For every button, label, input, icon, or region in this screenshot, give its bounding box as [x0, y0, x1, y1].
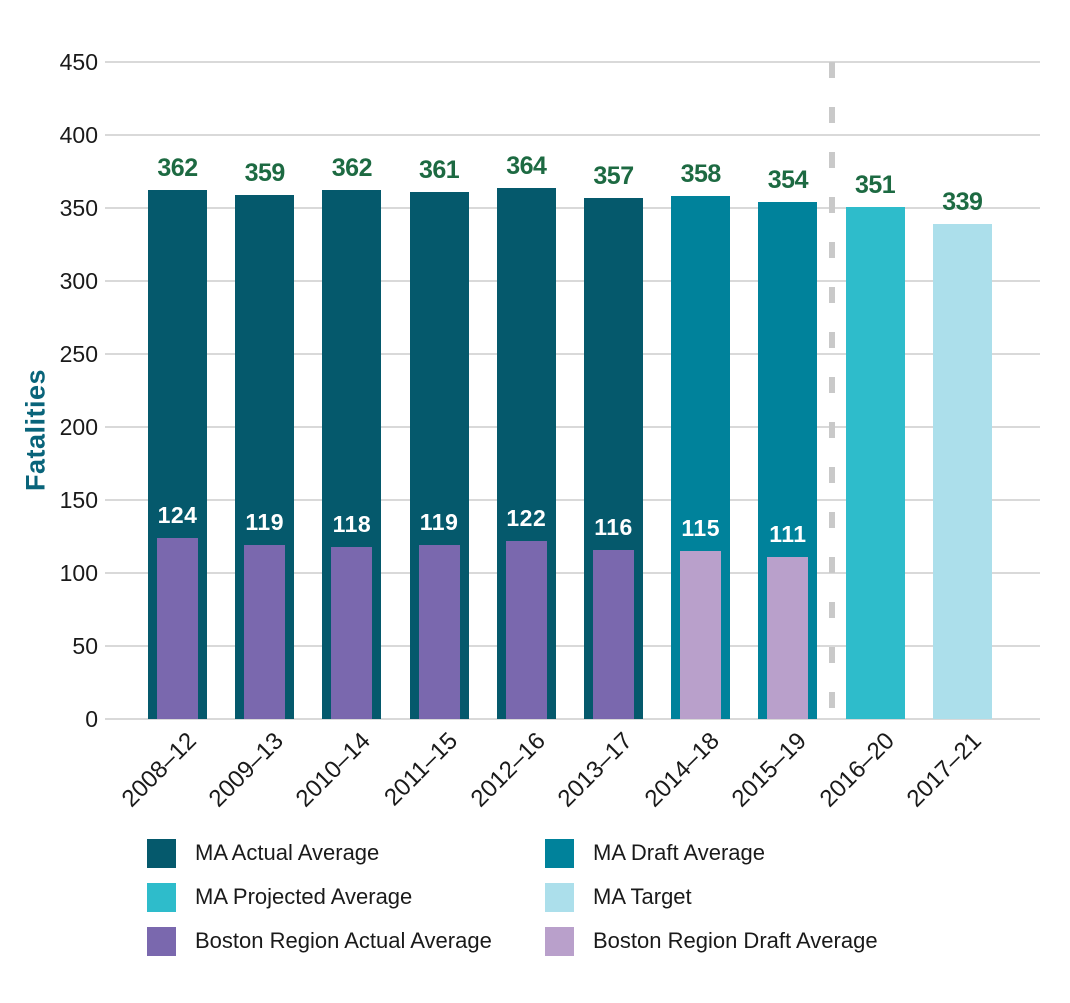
- boston-region-bar: [244, 545, 286, 719]
- boston-value-label: 111: [769, 520, 807, 547]
- boston-region-bar: [505, 540, 547, 719]
- bar-group: 362 124 2008–12: [117, 62, 207, 812]
- gridline: [105, 353, 1040, 355]
- bar-group: 358 115 2014–18: [640, 62, 731, 812]
- x-tick-label: 2008–12: [116, 727, 202, 813]
- bar-group: 357 116 2013–17: [553, 62, 643, 812]
- ma-value-label: 351: [854, 170, 896, 199]
- ma-average-bar: [845, 206, 905, 719]
- legend-label: Boston Region Actual Average: [195, 928, 492, 953]
- boston-value-label: 118: [332, 510, 372, 537]
- gridline: [105, 499, 1040, 501]
- y-tick-label: 450: [59, 49, 98, 75]
- boston-value-label: 115: [681, 515, 720, 542]
- bar-group: 361 119 2011–15: [380, 62, 469, 811]
- ma-value-label: 357: [593, 161, 634, 190]
- ma-value-label: 339: [942, 188, 983, 217]
- y-tick-label: 0: [85, 706, 98, 732]
- boston-region-bar: [157, 537, 198, 719]
- x-tick-label: 2015–19: [727, 727, 813, 813]
- legend-swatch: [147, 882, 176, 912]
- bar-group: 359 119 2009–13: [204, 62, 295, 812]
- y-tick-label: 100: [59, 560, 98, 586]
- boston-value-label: 124: [157, 501, 198, 528]
- legend-label: MA Target: [593, 884, 692, 909]
- x-tick-label: 2016–20: [814, 727, 900, 813]
- boston-value-label: 119: [419, 509, 459, 536]
- boston-region-bar: [680, 551, 722, 719]
- gridline: [105, 572, 1040, 574]
- bar-group: 362 118 2010–14: [291, 62, 382, 812]
- boston-region-bar: [418, 545, 460, 719]
- legend-column-left: MA Actual Average MA Projected Average Bos…: [147, 838, 492, 970]
- ma-value-label: 364: [506, 151, 547, 180]
- x-tick-label: 2010–14: [291, 727, 377, 813]
- x-tick-label: 2014–18: [639, 727, 726, 813]
- ma-value-label: 354: [767, 166, 809, 195]
- y-tick-label: 250: [59, 341, 98, 367]
- legend-swatch: [147, 926, 176, 956]
- ma-average-bar: [932, 224, 992, 719]
- y-tick-label: 400: [59, 122, 98, 148]
- legend-swatch: [545, 882, 574, 912]
- bar-group: 339 2017–21: [902, 62, 992, 812]
- y-tick-label: 50: [72, 633, 98, 659]
- y-tick-label: 350: [59, 195, 98, 221]
- legend-label: MA Draft Average: [593, 840, 766, 865]
- plot-area: 362 124 2008–12 359 119 2009–13 362 118 2010–14 3…: [105, 61, 1040, 812]
- gridline: [105, 426, 1040, 428]
- gridline: [105, 280, 1040, 282]
- gridline: [105, 207, 1040, 209]
- legend-swatch: [545, 926, 574, 956]
- legend-label: MA Projected Average: [195, 884, 413, 909]
- ma-value-label: 361: [418, 155, 460, 184]
- legend-item: Boston Region Draft Average: [545, 926, 878, 956]
- legend-label: MA Actual Average: [195, 840, 380, 865]
- boston-region-bar: [767, 556, 809, 719]
- gridline: [105, 645, 1040, 647]
- legend-label: Boston Region Draft Average: [593, 928, 878, 953]
- boston-region-bar: [331, 546, 373, 719]
- bar-group: 364 122 2012–16: [466, 62, 556, 812]
- gridline: [105, 134, 1040, 136]
- legend-column-right: MA Draft Average MA Target Boston Region D…: [545, 838, 878, 970]
- legend-item: MA Actual Average: [147, 838, 492, 868]
- boston-value-label: 116: [594, 513, 633, 540]
- boston-region-bar: [593, 549, 634, 719]
- gridline: [105, 718, 1040, 720]
- x-tick-label: 2013–17: [552, 727, 638, 813]
- bar-group: 354 111 2015–19: [727, 62, 818, 812]
- legend-item: MA Target: [545, 882, 878, 912]
- y-tick-label: 150: [59, 487, 98, 513]
- ma-value-label: 358: [680, 160, 722, 189]
- x-tick-label: 2009–13: [203, 727, 290, 813]
- y-axis-ticks: 0 50 100 150 200 250 300 350 400 450: [0, 49, 98, 732]
- x-tick-label: 2011–15: [379, 727, 464, 812]
- ma-value-label: 362: [331, 154, 373, 183]
- projection-divider-dashed-line: [828, 62, 835, 719]
- y-tick-label: 300: [59, 268, 98, 294]
- x-tick-label: 2017–21: [901, 727, 987, 813]
- legend-item: Boston Region Actual Average: [147, 926, 492, 956]
- boston-value-label: 119: [245, 509, 284, 536]
- legend-swatch: [545, 838, 574, 868]
- boston-value-label: 122: [506, 504, 547, 531]
- bar-group: 351 2016–20: [814, 62, 905, 812]
- y-tick-label: 200: [59, 414, 98, 440]
- legend-item: MA Projected Average: [147, 882, 492, 912]
- legend-swatch: [147, 838, 176, 868]
- legend-item: MA Draft Average: [545, 838, 878, 868]
- ma-value-label: 359: [244, 158, 286, 187]
- gridline: [105, 61, 1040, 63]
- x-tick-label: 2012–16: [465, 727, 551, 813]
- ma-value-label: 362: [157, 154, 198, 183]
